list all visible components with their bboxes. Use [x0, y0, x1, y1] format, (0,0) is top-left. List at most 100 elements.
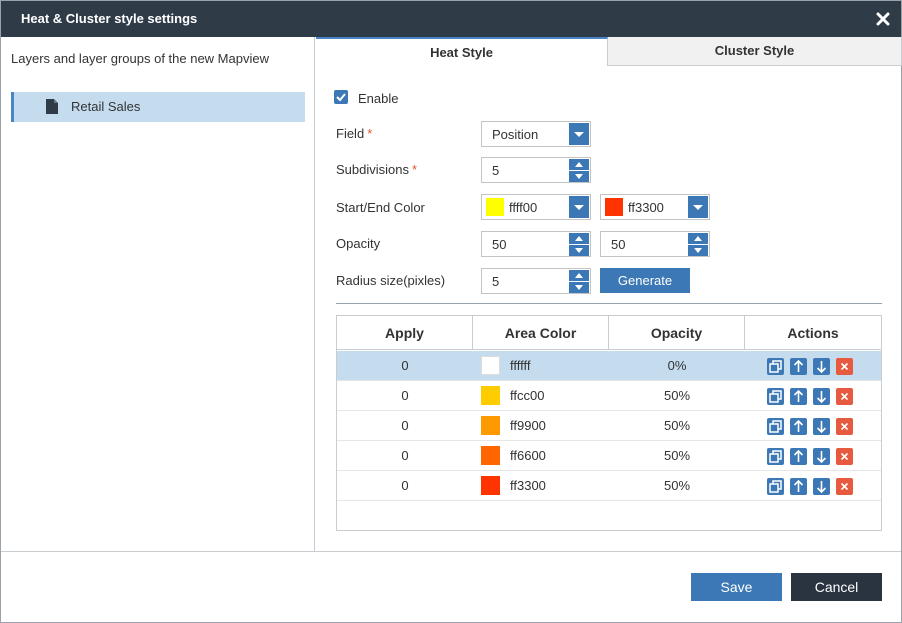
- tab-cluster-style[interactable]: Cluster Style: [608, 37, 902, 66]
- apply-cell: 0: [401, 358, 409, 373]
- delete-icon[interactable]: [836, 448, 853, 465]
- arrow-down-icon[interactable]: [813, 418, 830, 435]
- opacity-end-stepper[interactable]: 50: [600, 231, 710, 257]
- delete-icon[interactable]: [836, 478, 853, 495]
- table-row[interactable]: 0 ffcc00 50%: [337, 381, 881, 411]
- arrow-up-icon[interactable]: [790, 418, 807, 435]
- start-color-swatch: [486, 198, 504, 216]
- arrow-down-icon[interactable]: [813, 478, 830, 495]
- subdivisions-stepper[interactable]: 5: [481, 157, 591, 183]
- end-color-select[interactable]: ff3300: [600, 194, 710, 220]
- area-color-swatch[interactable]: [481, 386, 500, 405]
- opacity-cell: 50%: [663, 388, 691, 403]
- color-stops-table: Apply Area Color Opacity Actions 0 fffff…: [336, 315, 882, 531]
- increment-icon[interactable]: [569, 159, 589, 170]
- decrement-icon[interactable]: [569, 245, 589, 256]
- area-color-swatch[interactable]: [481, 476, 500, 495]
- delete-icon[interactable]: [836, 418, 853, 435]
- field-select-value: Position: [492, 127, 539, 142]
- field-label-text: Field: [336, 126, 365, 141]
- area-color-swatch[interactable]: [481, 416, 500, 435]
- chevron-down-icon[interactable]: [569, 196, 589, 218]
- apply-cell: 0: [401, 448, 409, 463]
- dialog-titlebar: Heat & Cluster style settings: [1, 1, 901, 37]
- enable-label: Enable: [358, 91, 399, 106]
- divider: [336, 303, 882, 304]
- start-color-select[interactable]: ffff00: [481, 194, 591, 220]
- increment-icon[interactable]: [688, 233, 708, 244]
- area-color-value: ffcc00: [510, 388, 545, 403]
- cancel-button[interactable]: Cancel: [791, 573, 882, 601]
- dialog-title: Heat & Cluster style settings: [21, 11, 198, 26]
- opacity-start-value: 50: [492, 237, 507, 252]
- subdivisions-label-text: Subdivisions: [336, 162, 409, 177]
- field-label: Field *: [336, 126, 372, 141]
- table-row[interactable]: 0 ff3300 50%: [337, 471, 881, 501]
- column-header-area-color: Area Color: [473, 316, 609, 350]
- increment-icon[interactable]: [569, 233, 589, 244]
- layer-item-retail-sales[interactable]: Retail Sales: [11, 92, 305, 122]
- decrement-icon[interactable]: [688, 245, 708, 256]
- chevron-down-icon[interactable]: [569, 123, 589, 145]
- delete-icon[interactable]: [836, 388, 853, 405]
- decrement-icon[interactable]: [569, 171, 589, 182]
- apply-cell: 0: [401, 478, 409, 493]
- arrow-down-icon[interactable]: [813, 388, 830, 405]
- area-color-swatch[interactable]: [481, 446, 500, 465]
- layers-heading: Layers and layer groups of the new Mapvi…: [11, 51, 269, 66]
- footer-divider: [1, 551, 901, 552]
- area-color-value: ff3300: [510, 478, 546, 493]
- enable-checkbox[interactable]: [334, 90, 348, 104]
- radius-label: Radius size(pixles): [336, 273, 446, 288]
- copy-icon[interactable]: [767, 448, 784, 465]
- area-color-value: ffffff: [510, 358, 531, 373]
- arrow-down-icon[interactable]: [813, 358, 830, 375]
- opacity-cell: 0%: [667, 358, 687, 373]
- opacity-cell: 50%: [663, 448, 691, 463]
- area-color-value: ff6600: [510, 448, 546, 463]
- table-row[interactable]: 0 ffffff 0%: [337, 351, 881, 381]
- opacity-cell: 50%: [663, 418, 691, 433]
- arrow-up-icon[interactable]: [790, 448, 807, 465]
- chevron-down-icon[interactable]: [688, 196, 708, 218]
- opacity-end-value: 50: [611, 237, 626, 252]
- increment-icon[interactable]: [569, 270, 589, 281]
- document-icon: [46, 99, 58, 114]
- end-color-swatch: [605, 198, 623, 216]
- table-row[interactable]: 0 ff6600 50%: [337, 441, 881, 471]
- copy-icon[interactable]: [767, 358, 784, 375]
- layer-label: Retail Sales: [71, 99, 141, 114]
- column-header-opacity: Opacity: [609, 316, 745, 350]
- table-row[interactable]: 0 ff9900 50%: [337, 411, 881, 441]
- start-end-color-label: Start/End Color: [336, 200, 425, 215]
- copy-icon[interactable]: [767, 388, 784, 405]
- arrow-up-icon[interactable]: [790, 358, 807, 375]
- required-mark: *: [367, 126, 373, 141]
- copy-icon[interactable]: [767, 478, 784, 495]
- layers-pane: Layers and layer groups of the new Mapvi…: [1, 37, 315, 551]
- arrow-up-icon[interactable]: [790, 478, 807, 495]
- opacity-cell: 50%: [663, 478, 691, 493]
- generate-button[interactable]: Generate: [600, 268, 690, 293]
- radius-value: 5: [492, 274, 500, 289]
- apply-cell: 0: [401, 418, 409, 433]
- required-mark: *: [412, 162, 418, 177]
- tab-heat-style[interactable]: Heat Style: [316, 37, 608, 66]
- copy-icon[interactable]: [767, 418, 784, 435]
- apply-cell: 0: [401, 388, 409, 403]
- field-select[interactable]: Position: [481, 121, 591, 147]
- end-color-value: ff3300: [628, 200, 664, 215]
- opacity-label: Opacity: [336, 236, 381, 251]
- area-color-swatch[interactable]: [481, 356, 500, 375]
- opacity-start-stepper[interactable]: 50: [481, 231, 591, 257]
- arrow-up-icon[interactable]: [790, 388, 807, 405]
- column-header-actions: Actions: [745, 316, 881, 350]
- delete-icon[interactable]: [836, 358, 853, 375]
- arrow-down-icon[interactable]: [813, 448, 830, 465]
- save-button[interactable]: Save: [691, 573, 782, 601]
- close-icon[interactable]: [875, 11, 891, 27]
- decrement-icon[interactable]: [569, 282, 589, 293]
- subdivisions-value: 5: [492, 163, 500, 178]
- radius-stepper[interactable]: 5: [481, 268, 591, 294]
